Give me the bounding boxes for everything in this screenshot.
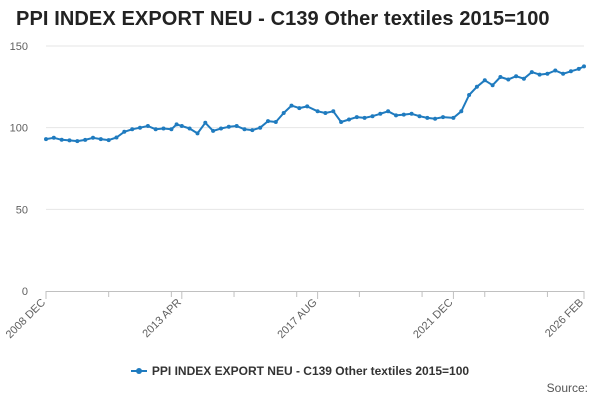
legend-series-marker [130,367,147,374]
data-point [339,120,344,124]
data-point [219,126,223,131]
data-point [289,103,294,108]
y-tick-label: 100 [10,123,28,135]
x-tick-label: 2008 DEC [4,297,48,341]
data-point [297,106,302,111]
data-point [482,78,487,83]
data-point [386,109,391,114]
data-point [347,117,351,122]
data-point [521,76,526,81]
data-point [83,137,88,142]
data-point [203,120,208,125]
data-point [234,124,239,128]
data-point [401,112,406,117]
data-point [561,71,566,76]
data-point [537,72,542,77]
data-point [187,126,192,131]
data-point [281,111,286,115]
data-point [529,70,534,75]
data-point [91,135,95,140]
data-point [75,139,80,144]
data-point [114,135,119,140]
chart-title: PPI INDEX EXPORT NEU - C139 Other textil… [16,8,550,30]
y-tick-label: 150 [10,41,28,53]
series-line [45,65,585,143]
data-point [545,71,550,76]
data-point [211,128,216,133]
data-point [417,114,422,119]
data-point [514,74,519,79]
data-point [161,126,166,131]
legend-series-label: PPI INDEX EXPORT NEU - C139 Other textil… [151,364,470,378]
data-point [362,115,367,120]
data-point [474,84,479,89]
data-point [568,69,573,74]
x-tick-label: 2013 APR [140,297,184,341]
data-point [130,127,135,132]
data-point [498,75,503,79]
data-point [490,83,495,88]
data-point [59,137,64,142]
data-point [145,124,150,128]
x-tick-label: 2017 AUG [275,297,319,341]
data-point [98,137,103,142]
data-point [51,135,56,140]
data-point [258,125,263,130]
x-tick-label: 2026 FEB [543,297,586,340]
data-point [174,122,179,127]
data-point [169,127,174,132]
data-point [441,115,445,120]
y-tick-label: 50 [16,204,28,216]
data-point [467,93,472,97]
chart-legend[interactable]: PPI INDEX EXPORT NEU - C139 Other textil… [0,364,600,378]
data-point [273,120,278,124]
data-point [370,114,375,119]
data-point [242,127,247,132]
data-point [394,113,398,118]
data-point [67,138,72,143]
data-point [179,124,184,128]
data-point [226,124,231,129]
data-point [409,111,414,116]
data-point [44,137,48,142]
data-point [506,77,511,82]
data-point [582,64,586,69]
data-point [266,119,270,124]
data-point [106,138,111,143]
data-point [331,109,336,114]
data-point [576,66,581,71]
data-point [451,115,456,120]
data-point [250,128,255,133]
data-point [378,111,383,116]
source-label: Source: [546,381,588,395]
x-tick-label: 2021 DEC [411,297,455,341]
data-point [459,109,464,114]
data-point [305,104,310,109]
data-point [315,109,320,114]
data-point [153,127,158,132]
data-point [195,131,200,136]
data-point [433,116,438,121]
data-point [425,115,430,120]
y-tick-label: 0 [22,286,28,298]
data-point [323,111,328,115]
data-point [354,115,359,120]
data-point [553,68,558,73]
data-point [122,129,127,134]
data-point [138,125,142,130]
